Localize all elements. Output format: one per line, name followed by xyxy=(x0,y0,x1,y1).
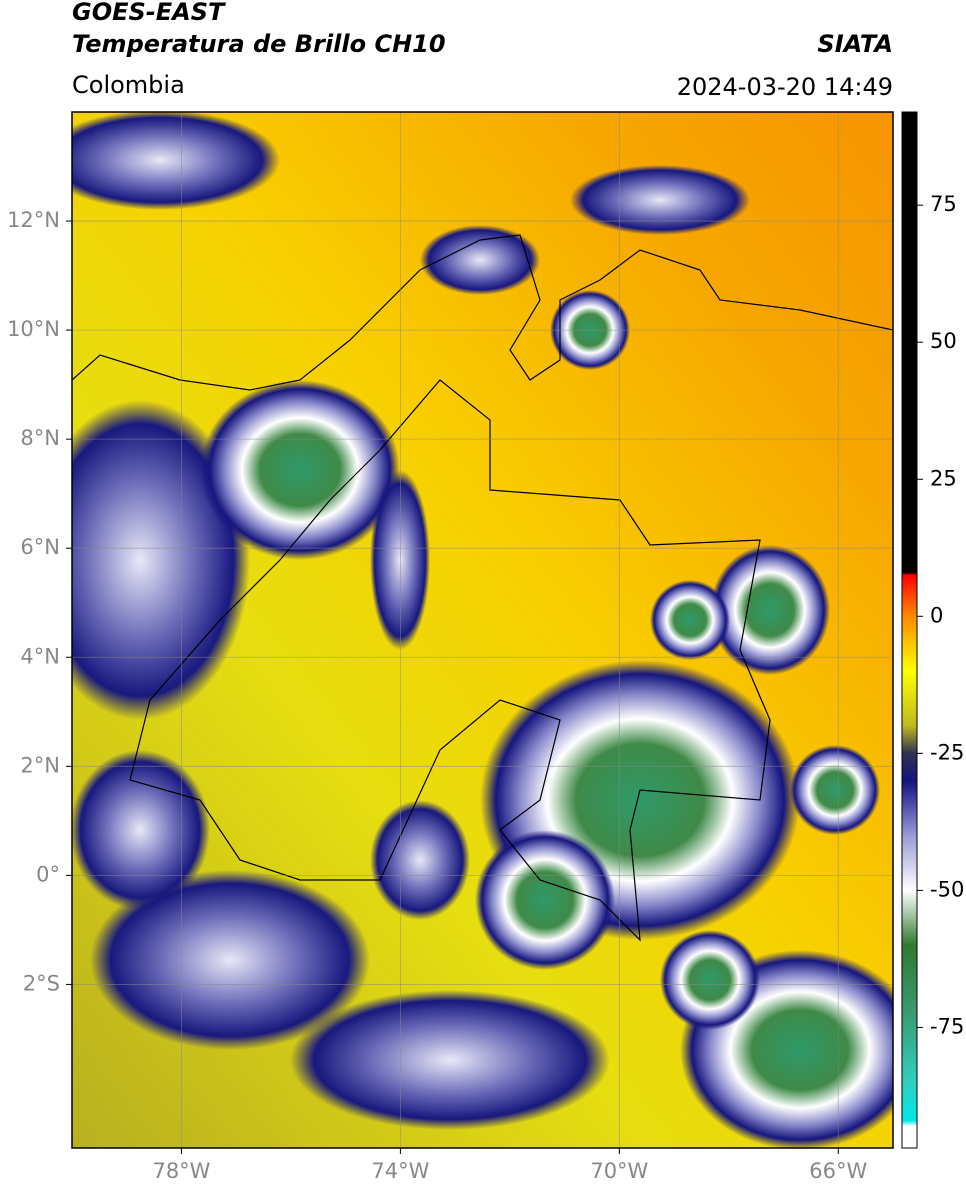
y-tick-label: 2°N xyxy=(20,753,60,777)
x-tick-label: 74°W xyxy=(371,1159,429,1183)
y-tick-label: 12°N xyxy=(7,208,60,232)
cloud xyxy=(370,800,470,920)
y-tick-label: 6°N xyxy=(20,535,60,559)
colorbar-tick-label: 25 xyxy=(930,466,957,490)
colorbar xyxy=(901,111,918,1149)
cloud xyxy=(570,165,750,235)
satellite-image xyxy=(72,112,893,1148)
coastline xyxy=(72,234,893,391)
cloud xyxy=(790,745,880,835)
colorbar-tick-label: -75 xyxy=(930,1014,964,1038)
cloud xyxy=(475,830,615,970)
cloud xyxy=(650,580,730,660)
cloud xyxy=(290,990,610,1130)
colorbar-tick-label: 0 xyxy=(930,603,943,627)
datetime: 2024-03-20 14:49 xyxy=(677,73,893,101)
colorbar-tick-label: -25 xyxy=(930,740,964,764)
map-frame xyxy=(71,111,894,1149)
cloud xyxy=(710,545,830,675)
cloud xyxy=(90,870,370,1050)
x-tick-label: 66°W xyxy=(809,1159,867,1183)
colorbar-tick-label: 75 xyxy=(930,192,957,216)
y-tick-label: 4°N xyxy=(20,644,60,668)
source: SIATA xyxy=(817,30,893,58)
x-tick-label: 78°W xyxy=(152,1159,210,1183)
x-tick-label: 70°W xyxy=(590,1159,648,1183)
cloud xyxy=(72,750,210,910)
cloud xyxy=(72,112,280,210)
title: GOES-EAST xyxy=(72,0,226,26)
y-tick-label: 8°N xyxy=(20,426,60,450)
y-tick-label: 10°N xyxy=(7,317,60,341)
colorbar-tick-label: 50 xyxy=(930,329,957,353)
region: Colombia xyxy=(72,71,185,99)
cloud xyxy=(200,380,400,560)
subtitle: Temperatura de Brillo CH10 xyxy=(72,30,446,58)
y-tick-label: 0° xyxy=(36,862,60,886)
border xyxy=(129,379,771,942)
cloud xyxy=(420,225,540,295)
cloud xyxy=(660,930,760,1030)
y-tick-label: 2°S xyxy=(23,971,60,995)
colorbar-tick-label: -50 xyxy=(930,877,964,901)
